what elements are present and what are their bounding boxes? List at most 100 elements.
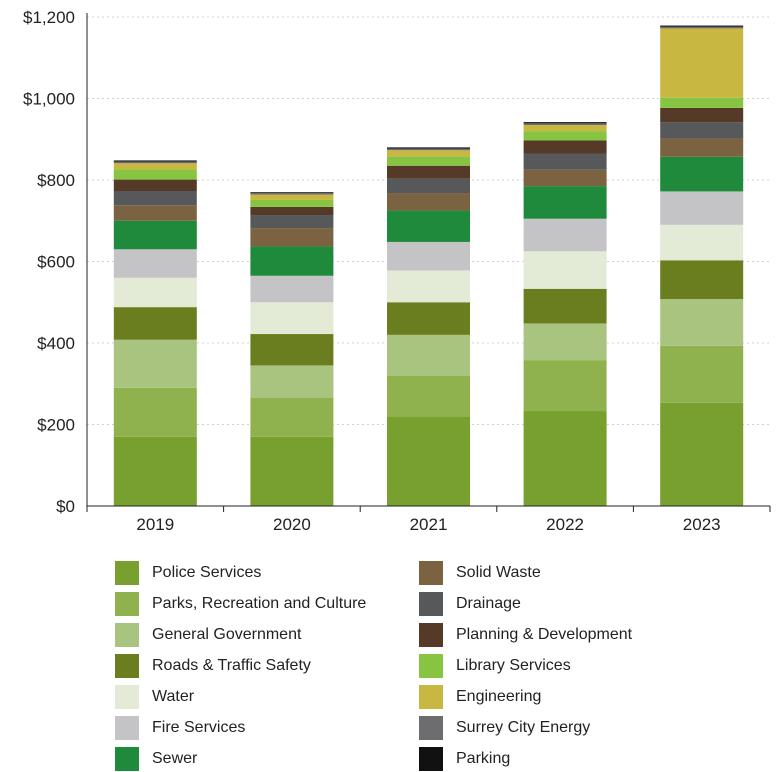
legend-item: Water: [115, 684, 194, 710]
bar-segment: [523, 218, 607, 252]
bar-segment: [387, 165, 470, 179]
stacked-bar-chart: $0 $200 $400 $600 $800 $1,000 $1,200 2019 2020 20…: [23, 8, 771, 534]
bar-segment: [660, 138, 744, 157]
bar-segment: [523, 288, 607, 324]
legend-label: Water: [152, 688, 195, 705]
x-tick-label: 2019: [136, 515, 174, 534]
bar-segment: [660, 28, 744, 98]
bar-segment: [113, 163, 197, 170]
legend-item: General Government: [115, 622, 301, 648]
bar-segment: [387, 241, 470, 271]
bar-segment: [523, 169, 607, 187]
bar-segment: [523, 124, 607, 132]
bar-segment: [250, 206, 334, 216]
legend-item: Planning & Development: [419, 622, 632, 648]
bar-segment: [660, 26, 744, 29]
bar-segment: [113, 169, 197, 180]
x-tick-label: 2022: [546, 515, 584, 534]
legend-swatch: [115, 716, 139, 740]
y-tick-label: $800: [37, 171, 75, 190]
bar-segment: [113, 307, 197, 340]
bar-segment: [250, 192, 334, 194]
bar-segment: [523, 123, 607, 125]
bar-segment: [113, 205, 197, 221]
legend-label: Engineering: [456, 688, 542, 705]
y-tick-label: $200: [37, 416, 75, 435]
legend-swatch: [115, 592, 139, 616]
bar-segment: [523, 153, 607, 170]
legend-label: Planning & Development: [456, 626, 633, 643]
bar-segment: [660, 122, 744, 139]
bar-segment: [660, 260, 744, 299]
legend-swatch: [419, 685, 443, 709]
bar-segment: [113, 220, 197, 250]
legend-label: General Government: [152, 626, 302, 643]
bars: [113, 25, 744, 506]
legend-label: Roads & Traffic Safety: [152, 657, 311, 674]
legend-label: Solid Waste: [456, 564, 541, 581]
legend-label: Drainage: [456, 595, 521, 612]
bar-segment: [387, 375, 470, 417]
x-tick-label: 2020: [273, 515, 311, 534]
legend-item: Surrey City Energy: [419, 715, 590, 741]
legend-label: Sewer: [152, 750, 198, 767]
bar-segment: [523, 140, 607, 154]
bar-segment: [660, 97, 744, 108]
bar-segment: [660, 191, 744, 225]
legend-item: Fire Services: [115, 715, 245, 741]
bar-segment: [660, 224, 744, 261]
axes: $0 $200 $400 $600 $800 $1,000 $1,200 2019 2020 20…: [23, 8, 771, 534]
bar-segment: [113, 387, 197, 437]
bar-segment: [250, 246, 334, 276]
bar-segment: [387, 178, 470, 194]
y-tick-label: $600: [37, 253, 75, 272]
bar-segment: [387, 193, 470, 211]
y-tick-label: $1,000: [23, 90, 75, 109]
bar-segment: [113, 179, 197, 192]
bar-segment: [523, 122, 607, 124]
legend-swatch: [419, 747, 443, 771]
bar-segment: [523, 186, 607, 219]
y-tick-label: $1,200: [23, 8, 75, 27]
bar-segment: [523, 251, 607, 289]
bar-segment: [250, 398, 334, 437]
legend-item: Sewer: [115, 746, 197, 772]
bar-segment: [250, 194, 334, 200]
legend-item: Parks, Recreation and Culture: [115, 591, 366, 617]
bar-segment: [387, 334, 470, 376]
bar-segment: [387, 416, 470, 506]
y-tick-label: $0: [56, 497, 75, 516]
bar-segment: [660, 107, 744, 123]
legend-label: Library Services: [456, 657, 571, 674]
legend-item: Parking: [419, 746, 510, 772]
legend-swatch: [115, 747, 139, 771]
bar-segment: [523, 411, 607, 506]
legend-label: Parks, Recreation and Culture: [152, 595, 367, 612]
bar-segment: [250, 199, 334, 207]
bar-segment: [660, 402, 744, 506]
bar-segment: [387, 270, 470, 303]
bar-segment: [387, 150, 470, 157]
bar-segment: [113, 161, 197, 164]
bar-segment: [250, 275, 334, 303]
bar-segment: [250, 436, 334, 506]
bar-segment: [113, 339, 197, 388]
legend-label: Parking: [456, 750, 511, 767]
bar-segment: [660, 345, 744, 403]
legend-item: Engineering: [419, 684, 541, 710]
bar-segment: [250, 215, 334, 229]
bar-segment: [113, 436, 197, 506]
legend-item: Solid Waste: [419, 560, 541, 586]
bar-segment: [660, 156, 744, 192]
legend-swatch: [115, 561, 139, 585]
bar-segment: [660, 25, 744, 27]
legend-swatch: [115, 685, 139, 709]
bar-segment: [660, 298, 744, 346]
legend-label: Surrey City Energy: [456, 719, 591, 736]
legend-swatch: [419, 592, 443, 616]
bar-segment: [387, 148, 470, 151]
legend-item: Drainage: [419, 591, 521, 617]
x-tick-label: 2023: [683, 515, 721, 534]
legend-item: Roads & Traffic Safety: [115, 653, 311, 679]
bar-segment: [523, 323, 607, 361]
